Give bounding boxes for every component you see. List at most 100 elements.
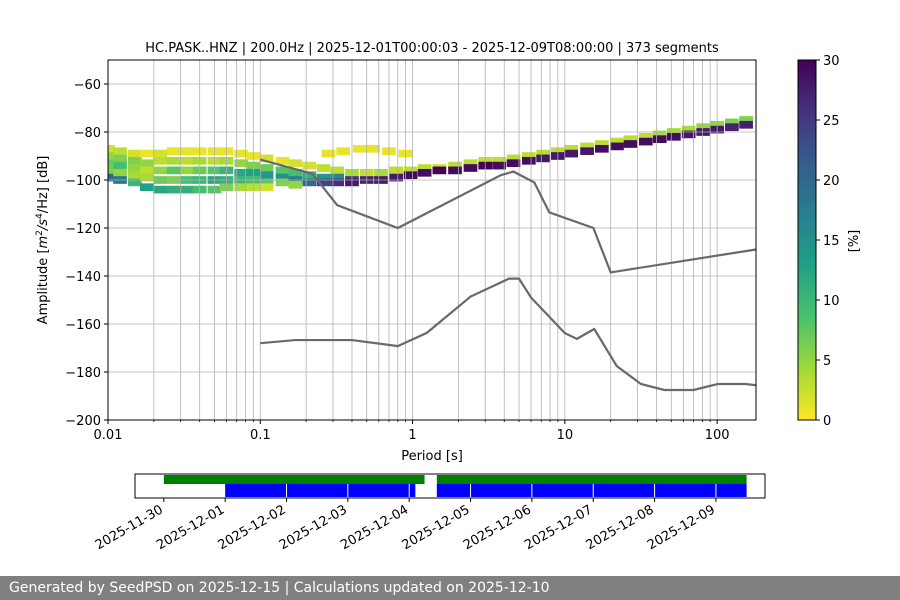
x-tick-label: 1 bbox=[408, 428, 416, 443]
psd-cell bbox=[336, 147, 350, 156]
y-axis-label-hz: /Hz] [dB] bbox=[36, 156, 51, 214]
psd-cell bbox=[521, 152, 536, 160]
timeline-tick-label: 2025-12-06 bbox=[461, 502, 534, 553]
psd-cell bbox=[580, 142, 594, 151]
psd-cell bbox=[127, 156, 142, 165]
psd-cell bbox=[275, 173, 290, 182]
chart-title: HC.PASK..HNZ | 200.0Hz | 2025-12-01T00:0… bbox=[145, 41, 719, 56]
psd-cell bbox=[417, 168, 432, 177]
psd-cell bbox=[681, 125, 696, 134]
timeline-bar-lower bbox=[225, 484, 416, 497]
psd-cell bbox=[316, 178, 331, 187]
psd-cell bbox=[536, 149, 550, 158]
psd-cell bbox=[506, 159, 521, 168]
noise-models bbox=[259, 158, 757, 392]
psd-cell bbox=[288, 180, 303, 189]
psd-cell bbox=[652, 130, 667, 139]
psd-cell bbox=[321, 149, 336, 158]
y-tick-label: −200 bbox=[65, 414, 101, 429]
psd-cell bbox=[492, 156, 506, 165]
timeline-tick-label: 2025-12-05 bbox=[400, 502, 473, 553]
y-tick-label: −140 bbox=[65, 270, 101, 285]
colorbar-tick-label: 10 bbox=[823, 294, 840, 309]
psd-cell bbox=[108, 166, 115, 175]
colorbar-tick-label: 15 bbox=[823, 234, 840, 249]
y-axis-label-s: /s bbox=[36, 219, 51, 231]
psd-cell bbox=[140, 173, 154, 182]
y-axis-label-prefix: Amplitude [ bbox=[36, 248, 51, 324]
psd-cell bbox=[127, 164, 142, 172]
psd-cell bbox=[153, 166, 167, 175]
psd-cell bbox=[506, 154, 521, 163]
psd-cell bbox=[638, 132, 653, 141]
y-axis-ticks: −60 −80 −100 −120 −140 −160 −180 −200 bbox=[65, 78, 108, 429]
psd-cell bbox=[180, 147, 194, 156]
timeline-tick-label: 2025-12-03 bbox=[277, 502, 350, 553]
psd-cell bbox=[389, 166, 403, 175]
timeline-ticks: 2025-11-302025-12-012025-12-022025-12-03… bbox=[93, 498, 718, 553]
psd-cell bbox=[417, 164, 432, 172]
psd-cell bbox=[140, 166, 154, 175]
psd-cell bbox=[166, 166, 181, 175]
psd-cell bbox=[330, 178, 345, 187]
psd-cell bbox=[113, 147, 127, 156]
psd-cell bbox=[316, 173, 331, 182]
psd-cell bbox=[140, 183, 154, 192]
footer-text: Generated by SeedPSD on 2025-12-15 | Cal… bbox=[9, 580, 550, 596]
colorbar-tick-label: 5 bbox=[823, 354, 831, 369]
y-axis-label-m: m bbox=[36, 236, 51, 249]
psd-cell bbox=[153, 149, 167, 158]
timeline-bar-upper bbox=[163, 475, 425, 484]
psd-cell bbox=[696, 123, 711, 132]
psd-cell bbox=[623, 135, 638, 144]
x-tick-label: 0.01 bbox=[94, 428, 123, 443]
psd-cell bbox=[108, 159, 115, 168]
timeline-tick-label: 2025-11-30 bbox=[93, 502, 166, 553]
nhnm-curve bbox=[259, 158, 757, 274]
colorbar-ticks: 0 5 10 15 20 25 30 bbox=[816, 54, 840, 429]
psd-cell bbox=[302, 161, 317, 170]
colorbar-tick-label: 25 bbox=[823, 114, 840, 129]
colorbar-tick-label: 0 bbox=[823, 414, 831, 429]
y-axis-label-exp4: 4 bbox=[35, 213, 45, 219]
psd-cell bbox=[180, 156, 194, 165]
psd-cell bbox=[153, 156, 167, 165]
psd-cell bbox=[681, 130, 696, 139]
psd-cell bbox=[725, 118, 739, 127]
y-tick-label: −60 bbox=[74, 78, 101, 93]
psd-cell bbox=[580, 147, 594, 156]
timeline-bars bbox=[163, 475, 747, 497]
psd-cell bbox=[288, 168, 303, 177]
psd-cell bbox=[234, 183, 249, 192]
x-tick-label: 100 bbox=[705, 428, 730, 443]
psd-cell bbox=[521, 156, 536, 165]
psd-cell bbox=[352, 144, 367, 153]
psd-cell bbox=[302, 178, 317, 187]
psd-cell bbox=[259, 171, 274, 180]
psd-cell bbox=[403, 166, 418, 175]
timeline-tick-label: 2025-12-07 bbox=[522, 502, 595, 553]
timeline-frame bbox=[134, 473, 766, 499]
plot-background bbox=[108, 60, 756, 420]
psd-cell bbox=[140, 159, 154, 168]
psd-cell bbox=[374, 168, 388, 177]
psd-figure: HC.PASK..HNZ | 200.0Hz | 2025-12-01T00:0… bbox=[35, 41, 862, 553]
colorbar-label: [%] bbox=[847, 230, 862, 253]
psd-cell bbox=[667, 132, 681, 141]
psd-cell bbox=[127, 178, 142, 187]
plot-grid bbox=[108, 60, 756, 420]
timeline-tick-label: 2025-12-01 bbox=[154, 502, 227, 553]
psd-cell bbox=[275, 178, 290, 187]
psd-cell bbox=[259, 183, 274, 192]
psd-cell bbox=[739, 116, 753, 124]
psd-cell bbox=[113, 161, 127, 170]
psd-cell bbox=[448, 166, 462, 175]
psd-cell bbox=[259, 154, 274, 163]
psd-cell bbox=[153, 185, 167, 194]
x-axis-label: Period [s] bbox=[401, 449, 463, 464]
psd-cell bbox=[403, 171, 418, 180]
psd-cell bbox=[166, 156, 181, 165]
psd-cell bbox=[330, 173, 345, 182]
footer-bar: Generated by SeedPSD on 2025-12-15 | Cal… bbox=[0, 576, 900, 600]
psd-cell bbox=[113, 154, 127, 163]
